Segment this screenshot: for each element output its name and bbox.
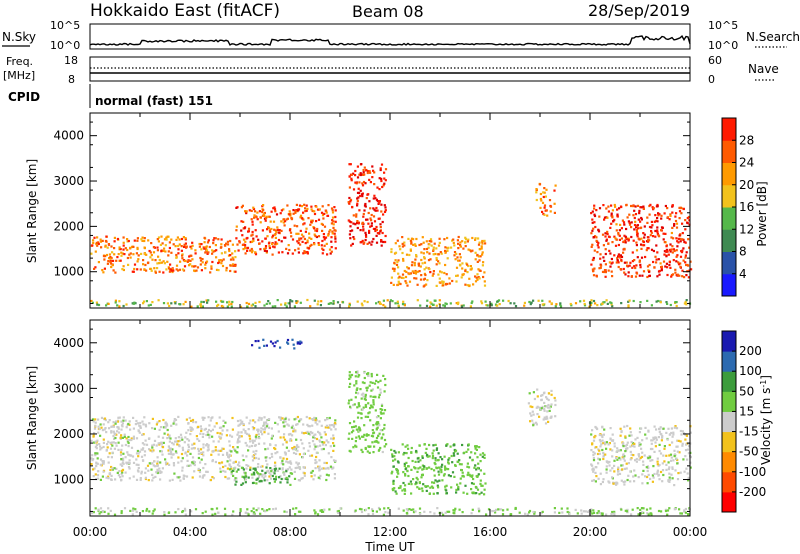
power-colorbar-label: Power [dB] [755,181,769,246]
power-echo-region [535,182,557,217]
velocity-echo-region [251,338,303,350]
nsky-label: N.Sky [2,30,36,44]
time-tick-label: 08:00 [273,525,308,539]
velocity-echo-region [527,388,557,427]
nsky-trace [89,34,691,46]
velocity-colorbar-segment [722,391,736,412]
power-echo-region [90,235,237,274]
velocity-echo-region [347,370,388,454]
nsearch-label: N.Search [746,30,800,44]
velocity-echo-region [91,506,691,516]
cpid-mode: normal (fast) 151 [95,94,213,108]
velocity-echo-region [390,443,487,496]
power-colorbar-tick-label: 12 [739,222,754,236]
velocity-echo-region [590,424,692,487]
power-panel: 1000 2000 3000 4000 Slant Range [km] [25,112,693,309]
power-colorbar-segment [722,229,736,252]
velocity-colorbar-tick-label: 100 [739,364,762,378]
time-axis-label: Time UT [364,540,415,554]
nsky-tick-top: 10^5 [50,19,80,32]
velocity-echo-region [230,466,292,486]
velocity-y-tick-label: 4000 [53,336,84,350]
velocity-y-tick-label: 3000 [53,381,84,395]
velocity-colorbar-tick-label: 15 [739,404,754,418]
velocity-panel: 1000 2000 3000 4000 Slant Range [km] [25,319,692,517]
power-colorbar-tick-label: 28 [739,133,754,147]
velocity-ylabel: Slant Range [km] [25,366,39,470]
power-colorbar-segment [722,184,736,208]
power-echo-region [390,235,487,288]
power-colorbar-segment [722,140,736,163]
power-colorbar-segment [722,118,736,141]
velocity-colorbar-segment [722,371,736,392]
time-axis: 00:00 04:00 08:00 12:00 16:00 20:00 00:00 [73,525,708,539]
power-colorbar: 28 24 20 16 12 8 4 [721,117,754,297]
power-colorbar-tick-label: 24 [739,156,754,170]
date-label: 28/Sep/2019 [588,1,690,20]
velocity-colorbar-segment [722,331,736,352]
power-echo-data [90,163,693,308]
time-tick-label: 12:00 [373,525,408,539]
power-ylabel: Slant Range [km] [25,159,39,263]
power-colorbar-tick-label: 8 [739,245,747,259]
velocity-colorbar-segment [722,471,736,493]
velocity-echo-region [90,415,337,482]
velocity-colorbar-segment [722,431,736,453]
power-y-tick-label: 2000 [53,219,84,233]
velocity-colorbar-tick-label: -200 [739,485,766,499]
velocity-colorbar-segment [722,491,736,513]
freq-panel: Freq. [MHz] 18 8 60 0 Nave [3,54,779,86]
power-colorbar-segment [722,162,736,186]
velocity-colorbar-tick-label: -15 [739,425,759,439]
velocity-echo-data [90,338,692,516]
nave-label: Nave [748,62,779,76]
power-colorbar-segment [722,207,736,230]
velocity-y-tick-label: 1000 [53,473,84,487]
velocity-y-ticks: 1000 2000 3000 4000 [53,320,691,516]
nsearch-tick-top: 10^5 [708,19,738,32]
power-echo-region [590,203,693,279]
velocity-colorbar-tick-label: -100 [739,465,766,479]
nsky-tick-bottom: 10^0 [50,39,80,52]
freq-tick-top: 18 [64,54,78,67]
velocity-colorbar-label: Velocity [m s-1] [759,375,774,465]
velocity-colorbar-tick-label: 50 [739,384,754,398]
freq-unit: [MHz] [3,69,35,82]
velocity-colorbar-segment [722,351,736,372]
velocity-colorbar-segment [722,411,736,433]
cpid-label: CPID [8,90,40,104]
velocity-colorbar-tick-label: -50 [739,445,759,459]
freq-label: Freq. [6,55,33,68]
power-colorbar-segment [722,273,736,297]
power-y-tick-label: 4000 [53,129,84,143]
power-colorbar-tick-label: 16 [739,200,754,214]
nsearch-tick-bottom: 10^0 [708,39,738,52]
freq-tick-bottom: 8 [68,73,75,86]
power-colorbar-tick-label: 20 [739,178,754,192]
power-colorbar-segment [722,251,736,275]
velocity-colorbar-tick-label: 200 [739,344,762,358]
time-tick-label: 00:00 [73,525,108,539]
station-title: Hokkaido East (fitACF) [90,1,280,21]
power-y-tick-label: 1000 [53,265,84,279]
time-tick-label: 04:00 [173,525,208,539]
time-tick-label: 20:00 [573,525,608,539]
power-echo-region [235,203,337,256]
power-colorbar-tick-label: 4 [739,267,747,281]
power-y-tick-label: 3000 [53,174,84,188]
cpid-panel: CPID normal (fast) 151 [8,84,213,108]
nave-tick-top: 60 [708,54,722,67]
velocity-colorbar: 200 100 50 15 -15 -50 -100 -200 [721,330,766,513]
velocity-colorbar-segment [722,451,736,473]
time-tick-label: 00:00 [673,525,708,539]
velocity-y-tick-label: 2000 [53,427,84,441]
power-echo-region [347,163,388,247]
time-tick-label: 16:00 [473,525,508,539]
power-echo-region [90,298,692,308]
beam-label: Beam 08 [352,2,424,21]
power-y-ticks: 1000 2000 3000 4000 [53,113,691,308]
nsky-panel: N.Sky 10^5 10^0 10^5 10^0 N.Search [2,19,800,52]
nave-tick-bottom: 0 [708,73,715,86]
